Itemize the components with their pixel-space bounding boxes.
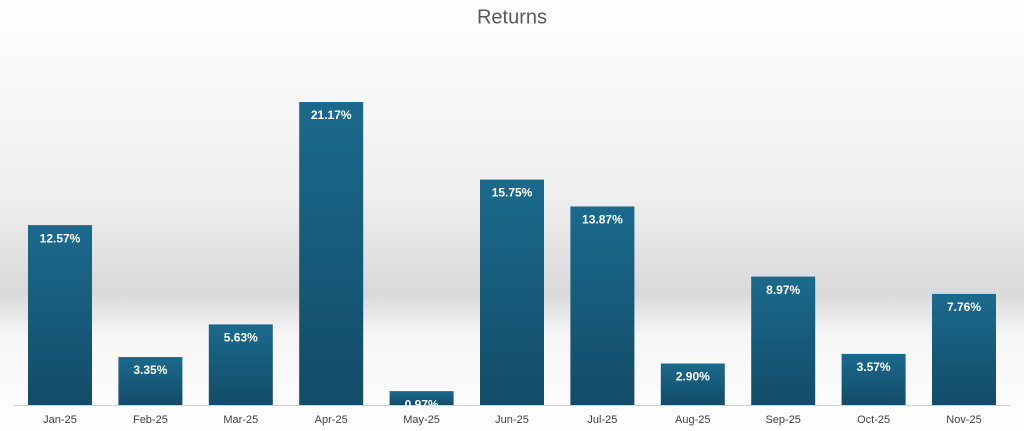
chart-title: Returns [477, 6, 547, 28]
data-label: 21.17% [311, 108, 352, 122]
x-tick-label: Feb-25 [133, 414, 168, 426]
x-tick-label: Nov-25 [946, 414, 981, 426]
bar [118, 357, 183, 405]
bar [660, 363, 725, 405]
data-label: 12.57% [40, 231, 81, 245]
bar [841, 353, 906, 405]
data-label: 3.57% [857, 360, 891, 374]
data-label: 2.90% [676, 370, 710, 384]
data-label: 0.97% [405, 397, 439, 411]
x-tick-label: Mar-25 [223, 414, 258, 426]
x-tick-label: Jun-25 [495, 414, 529, 426]
bar [389, 391, 454, 405]
bar [28, 225, 92, 405]
bar [570, 206, 635, 405]
x-tick-label: Aug-25 [675, 414, 710, 426]
data-label: 8.97% [766, 283, 800, 297]
bar [299, 102, 364, 405]
x-tick-label: Jul-25 [587, 414, 617, 426]
x-tick-label: May-25 [403, 414, 440, 426]
bar [480, 179, 544, 405]
data-label: 13.87% [582, 213, 623, 227]
bar [208, 324, 273, 405]
x-tick-label: Oct-25 [857, 414, 890, 426]
x-tick-label: Apr-25 [315, 414, 348, 426]
data-label: 3.35% [133, 363, 167, 377]
data-label: 15.75% [492, 186, 533, 200]
x-tick-label: Jan-25 [43, 414, 77, 426]
bar [932, 293, 996, 405]
data-label: 7.76% [947, 300, 981, 314]
data-label: 5.63% [224, 331, 258, 345]
x-tick-label: Sep-25 [765, 414, 800, 426]
bar [751, 276, 816, 405]
